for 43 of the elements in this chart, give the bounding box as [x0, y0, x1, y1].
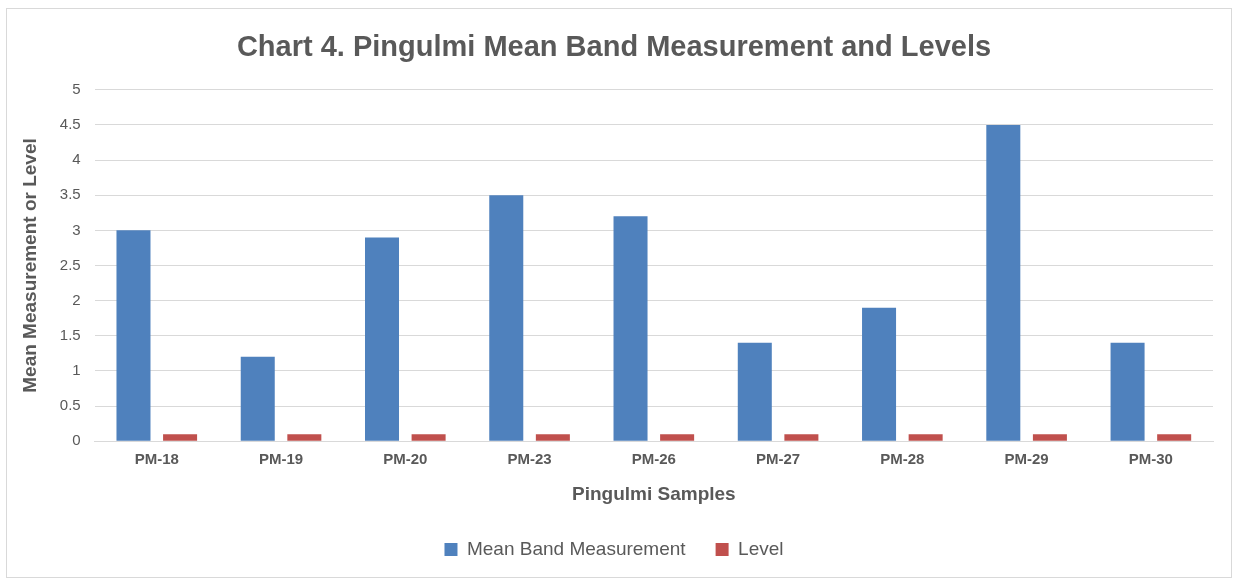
bar — [116, 230, 151, 441]
bar — [986, 124, 1021, 441]
x-tick-label: PM-29 — [1004, 450, 1049, 468]
bar — [784, 434, 819, 441]
bar — [862, 307, 897, 441]
x-tick-label: PM-18 — [134, 450, 179, 468]
bar — [1032, 434, 1067, 441]
bar — [660, 434, 695, 441]
bar — [613, 216, 648, 441]
y-tick-label: 5 — [72, 79, 81, 97]
bar — [1157, 434, 1192, 441]
bar — [240, 356, 275, 441]
x-tick-label: PM-26 — [631, 450, 676, 468]
y-tick-label: 1 — [72, 361, 81, 379]
bar — [908, 434, 943, 441]
x-axis-title: Pingulmi Samples — [572, 482, 736, 504]
bar — [163, 434, 198, 441]
bar — [535, 434, 570, 441]
x-tick-label: PM-20 — [383, 450, 428, 468]
y-axis-title: Mean Measurement or Level — [18, 138, 40, 393]
y-tick-label: 1.5 — [59, 325, 81, 343]
x-tick-label: PM-30 — [1128, 450, 1173, 468]
x-tick-label: PM-28 — [880, 450, 925, 468]
y-tick-label: 3.5 — [59, 185, 81, 203]
y-tick-label: 2.5 — [59, 255, 81, 273]
x-tick-label: PM-19 — [258, 450, 304, 468]
legend-label: Level — [738, 537, 784, 559]
chart-title: Chart 4. Pingulmi Mean Band Measurement and Levels — [236, 30, 992, 63]
y-tick-label: 4 — [72, 150, 81, 168]
x-tick-label: PM-23 — [507, 450, 552, 468]
x-tick-label: PM-27 — [755, 450, 801, 468]
y-tick-label: 0.5 — [59, 396, 81, 414]
bar — [287, 434, 322, 441]
bar — [411, 434, 446, 441]
bar — [489, 195, 524, 441]
y-tick-label: 2 — [72, 290, 81, 308]
y-tick-label: 4.5 — [59, 115, 81, 133]
y-tick-label: 3 — [72, 220, 81, 238]
bar — [737, 342, 772, 441]
y-tick-label: 0 — [72, 431, 81, 449]
bar — [1110, 342, 1145, 441]
bar — [365, 237, 400, 441]
legend-label: Mean Band Measurement — [466, 537, 687, 559]
